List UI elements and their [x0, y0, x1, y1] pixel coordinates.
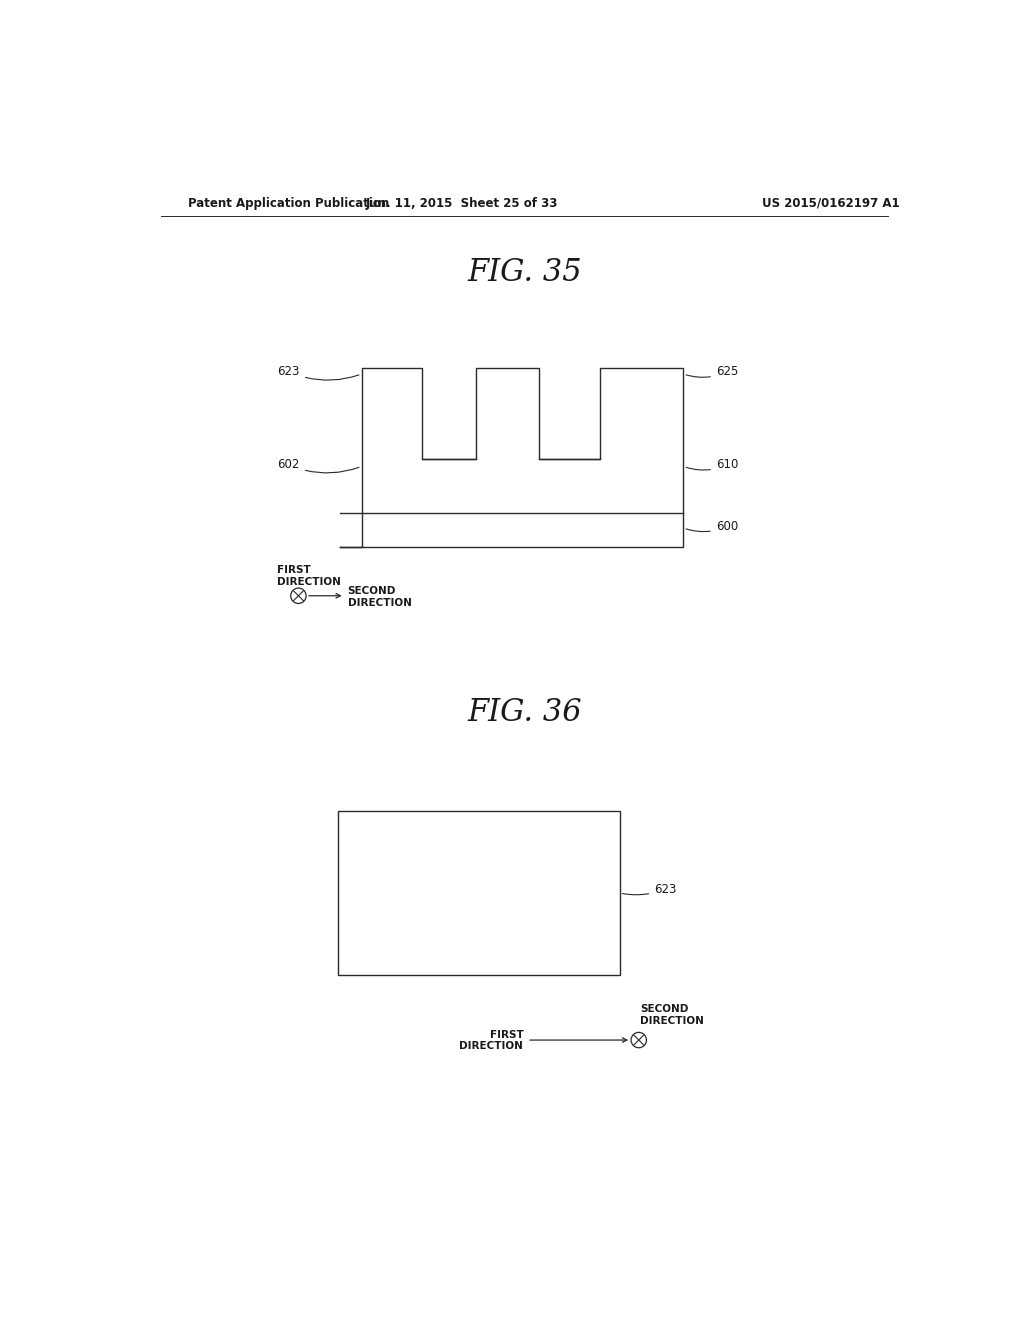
- Text: US 2015/0162197 A1: US 2015/0162197 A1: [762, 197, 900, 210]
- Text: 625: 625: [686, 366, 738, 379]
- Circle shape: [631, 1032, 646, 1048]
- Text: Jun. 11, 2015  Sheet 25 of 33: Jun. 11, 2015 Sheet 25 of 33: [366, 197, 558, 210]
- Text: FIRST: FIRST: [489, 1030, 523, 1040]
- Circle shape: [291, 589, 306, 603]
- Text: FIG. 36: FIG. 36: [468, 697, 582, 729]
- Text: Patent Application Publication: Patent Application Publication: [188, 197, 389, 210]
- Text: 600: 600: [686, 520, 738, 533]
- Text: SECOND: SECOND: [348, 586, 396, 597]
- Text: DIRECTION: DIRECTION: [460, 1041, 523, 1051]
- Text: SECOND: SECOND: [640, 1005, 689, 1014]
- Text: 602: 602: [278, 458, 359, 473]
- Text: FIG. 35: FIG. 35: [468, 257, 582, 288]
- Text: 610: 610: [686, 458, 738, 471]
- Bar: [339, 812, 620, 974]
- Text: DIRECTION: DIRECTION: [348, 598, 412, 607]
- Text: DIRECTION: DIRECTION: [276, 577, 341, 587]
- Text: 623: 623: [278, 366, 359, 380]
- Text: FIRST: FIRST: [276, 565, 310, 576]
- Text: DIRECTION: DIRECTION: [640, 1016, 705, 1026]
- Text: 623: 623: [623, 883, 677, 896]
